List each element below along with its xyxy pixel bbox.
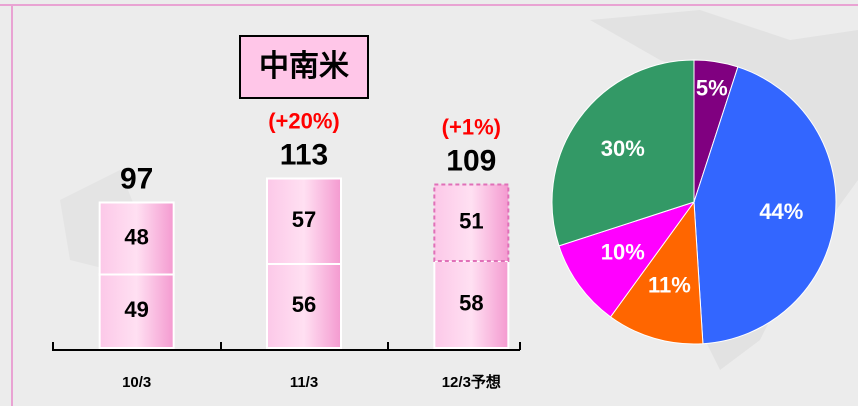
pie-slice: [558, 201, 696, 318]
value-label: 57: [292, 207, 316, 232]
bar-segment: [433, 260, 510, 349]
slice-label: 30%: [601, 136, 645, 161]
total-label: 109: [446, 144, 496, 177]
value-label: 48: [124, 224, 148, 249]
bar-segment: [98, 201, 175, 276]
x-tick-label: 12/3予想: [442, 373, 501, 391]
total-label: 97: [120, 162, 153, 195]
x-tick-label: 10/3: [122, 374, 151, 391]
slice-label: 5%: [696, 76, 728, 101]
slice-label: 44%: [759, 199, 803, 224]
chart-title: 中南米: [259, 50, 349, 83]
bar-segment: [266, 177, 342, 265]
value-label: 51: [459, 209, 483, 234]
change-label: (+20%): [268, 108, 340, 133]
bar-segment: [433, 183, 510, 262]
title-box: [239, 35, 369, 99]
value-label: 49: [124, 297, 148, 322]
pie-slice: [609, 200, 704, 345]
slice-label: 11%: [648, 272, 691, 297]
change-label: (+1%): [442, 114, 501, 139]
slice-label: 10%: [601, 240, 645, 265]
value-label: 58: [459, 290, 483, 315]
total-label: 113: [280, 138, 328, 171]
x-tick-label: 11/3: [290, 374, 318, 391]
pie-slice: [551, 59, 695, 247]
value-label: 56: [292, 292, 316, 317]
pie-slice: [693, 66, 837, 345]
